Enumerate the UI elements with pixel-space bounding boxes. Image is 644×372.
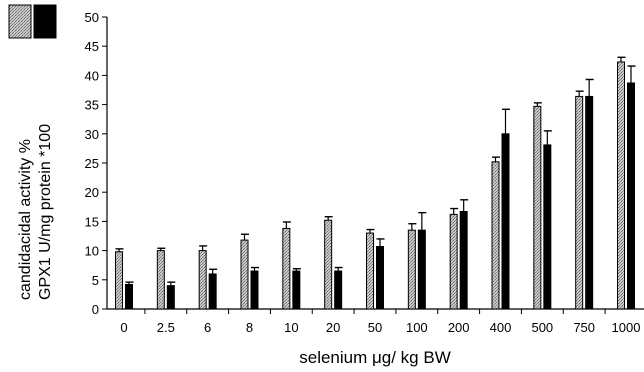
- legend-swatch-hatched: [8, 4, 32, 39]
- bar-gpx1: [501, 133, 510, 310]
- bar-candidacidal: [617, 61, 625, 310]
- legend-swatch-black: [33, 4, 57, 39]
- bar-candidacidal: [449, 213, 458, 310]
- bar-gpx1: [543, 144, 552, 310]
- bar-candidacidal: [115, 251, 123, 310]
- bar-candidacidal: [240, 239, 249, 310]
- y-tick-label: 20: [85, 185, 99, 200]
- bar-candidacidal: [324, 219, 333, 310]
- bar-candidacidal: [366, 232, 374, 310]
- x-tick-label: 400: [490, 320, 512, 335]
- y-tick-label: 30: [85, 127, 99, 142]
- x-tick-label: 200: [448, 320, 470, 335]
- y-tick-label: 45: [85, 39, 99, 54]
- x-tick-label: 750: [573, 320, 595, 335]
- y-axis-title-line1: candidacidal activity %: [17, 139, 34, 300]
- legend: [8, 4, 57, 39]
- bar-gpx1: [627, 82, 635, 310]
- x-tick-label: 6: [204, 320, 211, 335]
- bar-gpx1: [166, 285, 175, 310]
- y-tick-label: 0: [92, 302, 99, 317]
- x-tick-label: 10: [284, 320, 298, 335]
- bar-candidacidal: [575, 95, 584, 310]
- y-tick-label: 10: [85, 244, 99, 259]
- bar-gpx1: [208, 273, 217, 310]
- y-tick-label: 35: [85, 98, 99, 113]
- y-ticks: 0 5 10 15 20 25 30 35 40 45 50: [85, 10, 107, 317]
- y-tick-label: 15: [85, 214, 99, 229]
- bar-gpx1: [125, 283, 133, 310]
- x-tick-label: 0: [120, 320, 127, 335]
- x-tick-label: 2.5: [157, 320, 175, 335]
- bar-gpx1: [292, 270, 301, 310]
- x-tick-label: 500: [531, 320, 553, 335]
- bar-gpx1: [417, 229, 426, 310]
- bar-gpx1: [459, 210, 468, 310]
- x-tick-label: 100: [406, 320, 428, 335]
- x-tick-label: 1000: [612, 320, 641, 335]
- x-axis-title: selenium μg/ kg BW: [299, 348, 451, 367]
- bar-candidacidal: [156, 250, 165, 310]
- x-tick-label: 50: [368, 320, 382, 335]
- x-tick-label: 20: [326, 320, 340, 335]
- bar-candidacidal: [198, 250, 207, 310]
- bar-gpx1: [585, 95, 594, 310]
- y-tick-label: 40: [85, 68, 99, 83]
- x-tick-label: 8: [246, 320, 253, 335]
- bar-candidacidal: [491, 161, 500, 310]
- x-ticks: 0 2.5 6 8 10 20 50 100 200 400 500 750 1000: [120, 309, 640, 335]
- bar-gpx1: [376, 246, 384, 310]
- y-tick-label: 5: [92, 273, 99, 288]
- bar-gpx1: [334, 270, 343, 310]
- bar-candidacidal: [282, 227, 291, 310]
- bar-candidacidal: [407, 229, 416, 310]
- bar-candidacidal: [533, 105, 542, 310]
- y-tick-label: 25: [85, 156, 99, 171]
- y-tick-label: 50: [85, 10, 99, 25]
- y-axis-title-line2: GPX1 U/mg protein *100: [37, 124, 54, 300]
- bars: [115, 56, 636, 310]
- bar-gpx1: [250, 270, 259, 310]
